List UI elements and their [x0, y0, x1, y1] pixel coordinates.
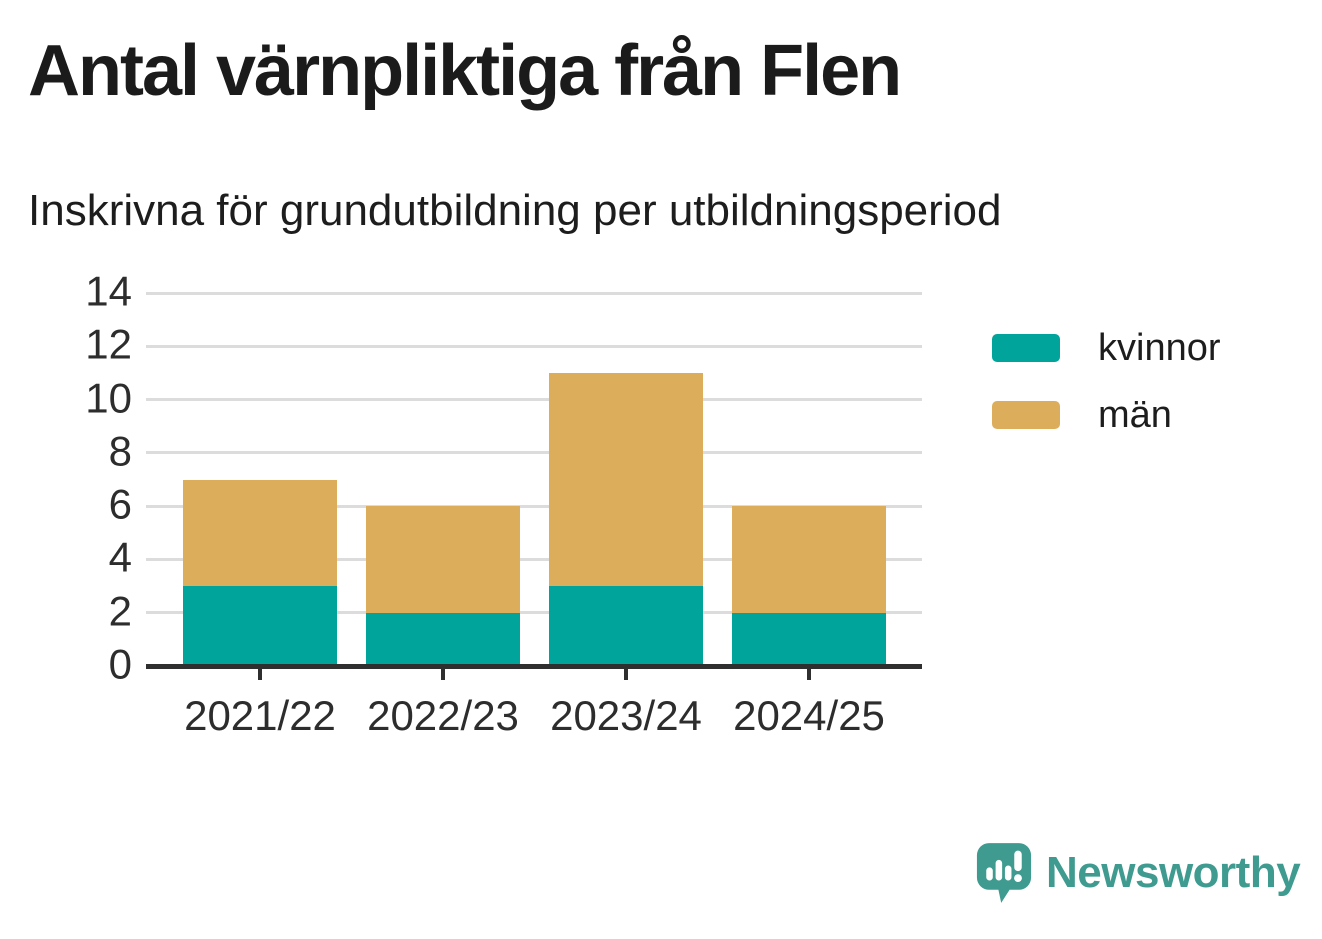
legend-label-kvinnor: kvinnor [1098, 327, 1221, 369]
bar-segment-kvinnor-2021-22 [183, 586, 337, 666]
x-tick-label-2024-25: 2024/25 [733, 692, 885, 739]
legend-swatch-män [992, 401, 1060, 429]
brand-name: Newsworthy [1046, 848, 1301, 897]
y-tick-label-8: 8 [108, 427, 132, 475]
y-tick-label-6: 6 [108, 480, 132, 528]
legend-item-kvinnor: kvinnor [992, 329, 1221, 367]
legend: kvinnor män [992, 329, 1221, 434]
y-tick-label-2: 2 [108, 587, 132, 635]
gridline-y-2 [146, 611, 922, 615]
bar-segment-kvinnor-2022-23 [366, 612, 520, 666]
newsworthy-logo-icon [976, 843, 1032, 903]
bar-segment-män-2022-23 [366, 506, 520, 613]
y-tick-label-10: 10 [85, 373, 132, 421]
legend-item-män: män [992, 396, 1221, 434]
x-tick-2024-25 [807, 666, 811, 680]
x-tick-2023-24 [624, 666, 628, 680]
x-tick-label-2023-24: 2023/24 [550, 692, 702, 739]
gridline-y-6 [146, 504, 922, 508]
x-tick-2021-22 [258, 666, 262, 680]
plot-area [146, 291, 922, 680]
legend-swatch-kvinnor [992, 334, 1060, 362]
gridline-y-12 [146, 344, 922, 348]
y-tick-label-14: 14 [85, 267, 132, 315]
bar-segment-kvinnor-2023-24 [549, 586, 703, 666]
chart-subtitle: Inskrivna för grundutbildning per utbild… [28, 186, 1002, 235]
x-tick-label-2021-22: 2021/22 [184, 692, 336, 739]
gridline-y-8 [146, 451, 922, 455]
bar-segment-män-2021-22 [183, 479, 337, 587]
gridline-y-4 [146, 557, 922, 561]
y-tick-label-12: 12 [85, 320, 132, 368]
gridline-y-14 [146, 291, 922, 295]
y-tick-label-4: 4 [108, 533, 132, 581]
bar-segment-kvinnor-2024-25 [732, 612, 886, 666]
bar-segment-män-2023-24 [549, 372, 703, 587]
gridline-y-10 [146, 398, 922, 402]
x-tick-label-2022-23: 2022/23 [367, 692, 519, 739]
bar-segment-män-2024-25 [732, 506, 886, 613]
chart-title: Antal värnpliktiga från Flen [28, 31, 902, 111]
x-tick-2022-23 [441, 666, 445, 680]
brand: Newsworthy [976, 842, 1301, 904]
x-axis-line [146, 664, 922, 669]
y-tick-label-0: 0 [108, 640, 132, 688]
legend-label-män: män [1098, 394, 1172, 436]
